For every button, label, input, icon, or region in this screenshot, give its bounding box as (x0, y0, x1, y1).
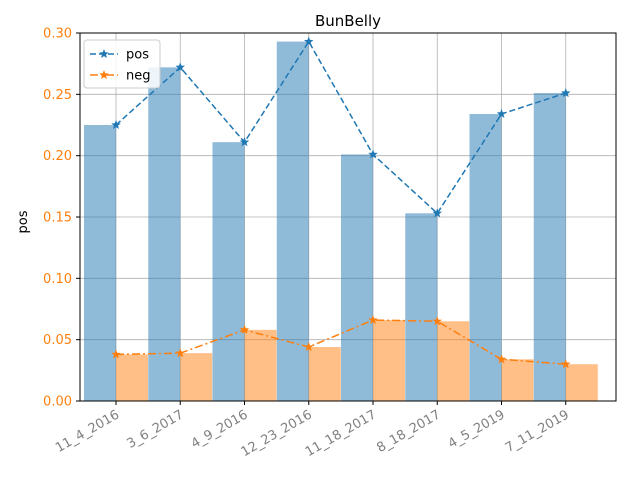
bar-pos (148, 67, 181, 401)
series-lines (111, 36, 571, 369)
bar-pos (212, 142, 245, 401)
chart-title: BunBelly (315, 12, 381, 30)
legend-label-neg: neg (126, 69, 151, 84)
y-axis-label: pos (16, 210, 31, 233)
point-neg (239, 324, 250, 334)
y-axis: 0.00 0.05 0.10 0.15 0.20 0.25 0.30 (43, 27, 80, 410)
y-tick-label: 0.30 (43, 27, 72, 42)
point-pos (111, 120, 121, 130)
x-axis: 11_4_2016 3_6_2017 4_9_201612_23_201611_18… (53, 401, 572, 460)
legend-marker-neg (99, 70, 109, 80)
x-tick-label: 11_4_2016 (53, 407, 122, 455)
x-tick-label: 7_11_2019 (503, 407, 572, 455)
point-pos (560, 88, 571, 98)
point-neg (175, 348, 186, 358)
bar-pos (533, 93, 566, 402)
point-neg (111, 349, 121, 359)
y-tick-label: 0.20 (43, 149, 72, 164)
y-tick-label: 0.25 (43, 88, 72, 103)
point-pos (239, 137, 250, 147)
bar-pos (84, 125, 116, 401)
point-neg (496, 354, 507, 364)
series-line-pos (115, 40, 566, 215)
point-neg (368, 315, 378, 325)
legend: pos neg (83, 39, 161, 89)
point-neg (303, 342, 314, 352)
point-pos (432, 208, 443, 218)
bar-neg (437, 321, 470, 401)
bar-neg (565, 364, 598, 401)
point-neg (432, 316, 443, 326)
point-pos (496, 108, 507, 119)
point-pos (368, 149, 378, 159)
x-tick-label: 11_18_2017 (303, 407, 379, 460)
point-pos (175, 62, 186, 72)
bar-pos (469, 113, 502, 402)
bar-pos (341, 154, 373, 401)
legend-marker-pos (99, 49, 109, 59)
bar-neg (308, 347, 341, 401)
bar-neg (180, 353, 213, 401)
x-tick-label: 12_23_2016 (239, 407, 315, 460)
y-tick-label: 0.05 (43, 333, 72, 348)
bars (84, 41, 598, 402)
x-tick-label: 4_5_2019 (446, 407, 508, 451)
bar-neg (244, 329, 277, 401)
x-tick-label: 8_18_2017 (374, 407, 443, 455)
legend-label-pos: pos (126, 48, 149, 63)
y-tick-label: 0.10 (43, 272, 72, 287)
bar-neg (116, 354, 148, 401)
y-tick-label: 0.00 (43, 395, 72, 410)
bar-neg (373, 320, 405, 401)
bar-pos (405, 213, 438, 401)
point-neg (560, 359, 571, 369)
y-tick-label: 0.15 (43, 211, 72, 226)
bar-pos (276, 41, 309, 401)
point-pos (303, 36, 314, 46)
series-line-neg (115, 319, 566, 365)
x-tick-label: 3_6_2017 (125, 407, 187, 451)
bar-neg (501, 359, 534, 401)
